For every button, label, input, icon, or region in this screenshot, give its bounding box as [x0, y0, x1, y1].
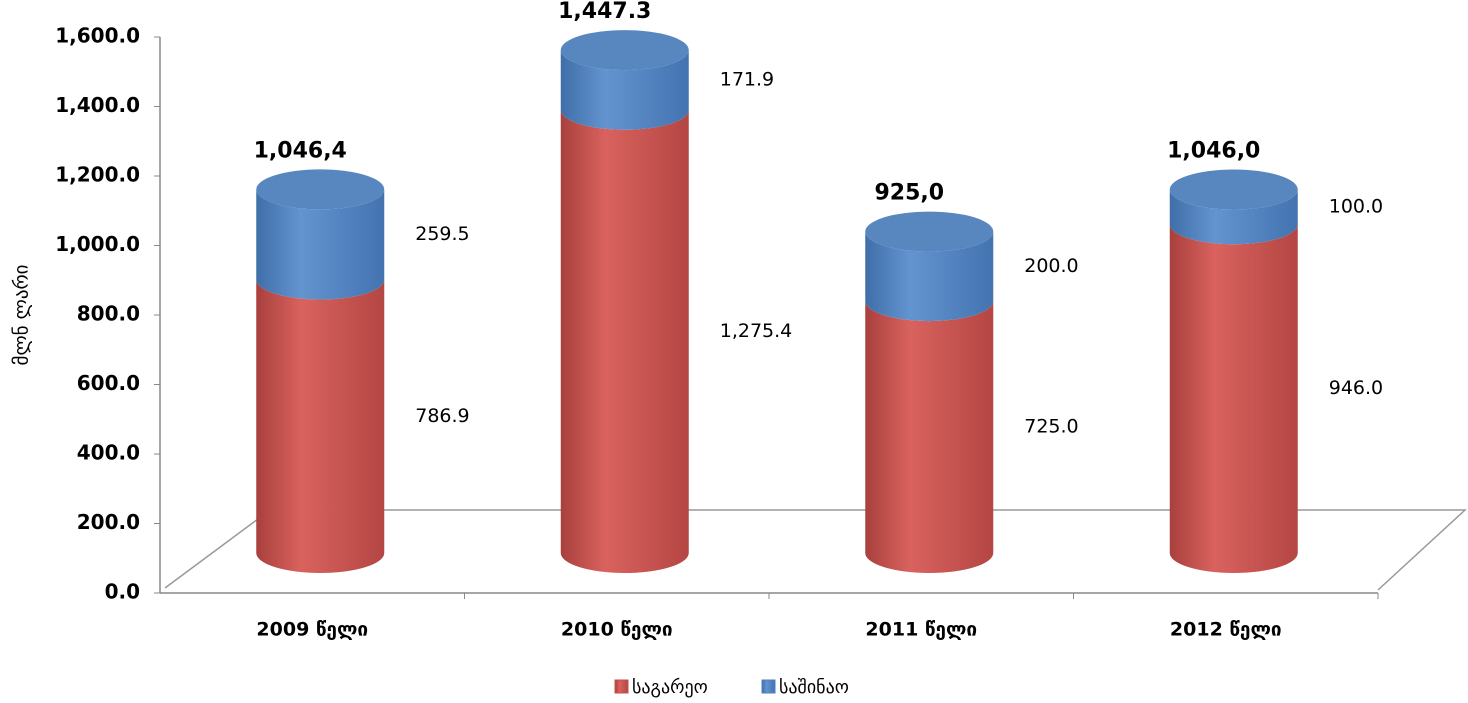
value-label: 786.9 — [415, 405, 469, 427]
x-tick-label: 2009 წელი — [256, 619, 368, 641]
y-tick-label: 0.0 — [105, 580, 140, 604]
x-tick-label: 2010 წელი — [561, 619, 673, 641]
value-label: 1,275.4 — [720, 320, 793, 342]
x-tick-label: 2011 წელი — [865, 619, 977, 641]
y-tick-label: 800.0 — [77, 302, 140, 326]
cylinder-segment — [1169, 189, 1298, 245]
y-tick-label: 1,600.0 — [55, 24, 140, 48]
x-tick-label: 2012 წელი — [1170, 619, 1282, 641]
value-label: 171.9 — [720, 68, 774, 90]
value-label: 200.0 — [1024, 255, 1078, 277]
y-tick-label: 600.0 — [77, 371, 140, 395]
cylinder-segment — [865, 301, 994, 573]
cylinder-segment — [1169, 224, 1298, 573]
y-tick-label: 400.0 — [77, 441, 140, 465]
cylinder-segment — [256, 279, 385, 573]
cylinder-cap — [256, 169, 385, 210]
total-label: 1,046,4 — [254, 138, 347, 163]
total-label: 925,0 — [874, 181, 944, 206]
y-axis-label: მლნ ლარი — [11, 265, 33, 366]
legend-label: საშინაო — [779, 677, 849, 698]
value-label: 259.5 — [415, 223, 469, 245]
cylinder-segment — [865, 231, 994, 322]
cylinder-segment — [560, 50, 689, 130]
value-label: 946.0 — [1329, 377, 1383, 399]
value-label: 100.0 — [1329, 195, 1383, 217]
cylinder-cap — [865, 211, 994, 252]
cylinder-cap — [1169, 169, 1298, 210]
value-label: 725.0 — [1024, 416, 1078, 438]
total-label: 1,447.3 — [558, 0, 651, 24]
cylinder-cap — [560, 30, 689, 71]
y-tick-label: 1,200.0 — [55, 163, 140, 187]
cylinder-segment — [560, 109, 689, 574]
legend-swatch — [614, 679, 629, 694]
legend-swatch — [761, 679, 776, 694]
cylinder-segment — [256, 189, 385, 300]
total-label: 1,046,0 — [1167, 139, 1260, 164]
y-tick-label: 200.0 — [77, 510, 140, 534]
y-tick-label: 1,400.0 — [55, 93, 140, 117]
y-tick-label: 1,000.0 — [55, 232, 140, 256]
legend-label: საგარეო — [632, 677, 708, 698]
